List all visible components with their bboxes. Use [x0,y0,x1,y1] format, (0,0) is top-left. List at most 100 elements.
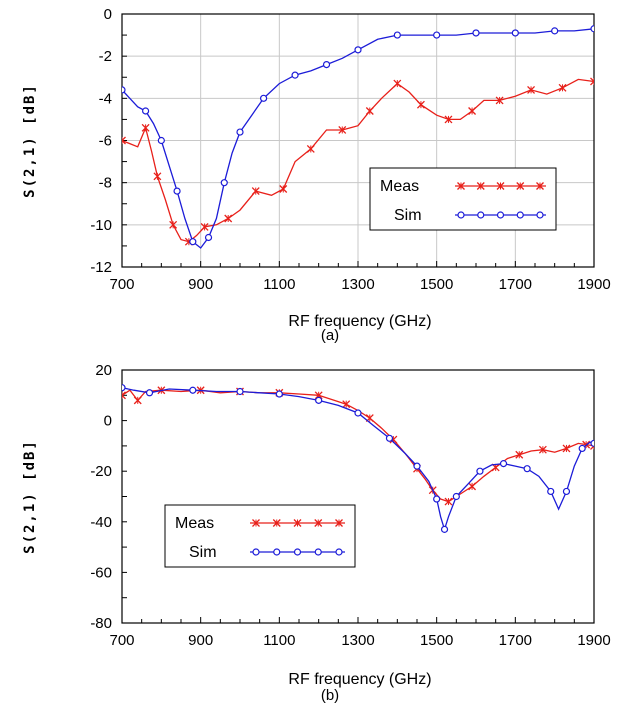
data-point-sim [122,86,126,94]
data-point-sim [122,384,126,392]
legend-marker-meas [516,182,525,190]
data-point-meas [515,450,524,459]
y-tick-label: -80 [90,615,112,632]
legend-marker-meas [536,182,544,190]
x-tick-label: 1500 [420,276,453,293]
series-sim [122,384,594,533]
chart-subtitle: (b) [321,687,339,704]
data-point-meas [251,187,260,196]
data-point-meas [133,396,142,405]
data-point-meas [153,172,162,181]
legend-marker-meas [476,182,485,190]
data-point-meas [306,144,315,153]
legend-box [369,167,557,231]
data-point-sim [189,238,197,246]
data-point-sim [275,390,283,398]
legend-marker-sim [252,548,260,556]
y-tick-label: -12 [90,259,112,276]
data-point-meas [200,222,209,231]
data-point-meas [444,115,453,124]
data-point-sim [590,25,594,33]
chart-subtitle: (a) [321,327,339,344]
data-point-meas [562,444,571,453]
data-point-sim [354,409,362,417]
data-point-meas [444,497,453,506]
series-line-sim [122,28,594,249]
x-tick-label: 1700 [499,632,532,649]
x-tick-label: 1900 [577,276,610,293]
y-axis-label: S(2,1) [dB] [22,439,38,554]
x-axis-label: RF frequency (GHz) [288,671,431,688]
x-tick-label: 1100 [263,276,295,293]
x-tick-label: 700 [109,276,134,293]
data-point-sim [236,128,244,136]
x-tick-label: 700 [109,632,134,649]
legend-marker-sim [335,548,343,556]
data-point-meas [141,123,150,132]
data-point-sim [476,467,484,475]
data-point-sim [322,60,331,69]
data-point-meas [393,79,402,88]
legend-marker-meas [252,519,260,527]
data-point-sim [551,27,559,35]
legend-marker-sim [314,548,322,556]
data-point-sim [142,107,150,115]
legend-marker-sim [516,211,524,219]
data-point-meas [558,83,567,92]
x-tick-label: 900 [188,632,213,649]
data-point-sim [472,29,480,37]
data-point-sim [578,444,586,453]
data-point-meas [527,85,536,94]
data-point-meas [122,136,126,145]
x-axis-label: RF frequency (GHz) [288,313,431,330]
chart-a: 700 900 1100 1300 1500 1700 1900 0 -2 -4 -6 -8 -10 -1… [22,6,611,344]
data-point-meas [590,77,594,86]
legend-marker-meas [335,519,343,527]
data-point-sim [385,434,394,442]
data-point-meas [338,125,347,134]
legend-label-meas: Meas [175,515,214,532]
series-line-meas [122,389,594,503]
data-point-sim [440,525,449,533]
data-point-sim [452,492,460,501]
y-tick-label: 0 [104,6,112,23]
y-tick-label: -2 [99,48,112,65]
data-point-sim [173,187,181,195]
data-point-sim [547,487,555,496]
data-point-sim [189,386,197,394]
x-tick-label: 1100 [263,632,295,649]
data-point-sim [220,179,228,187]
legend-marker-meas [314,519,323,527]
y-tick-label: 0 [104,413,112,430]
series-meas [122,386,594,506]
x-tick-label: 1900 [577,632,610,649]
x-tick-label: 1700 [499,276,532,293]
legend: Meas Sim [369,167,557,231]
data-point-meas [416,100,425,109]
data-point-meas [365,107,374,115]
legend-marker-meas [457,182,465,190]
legend-marker-meas [293,519,302,527]
x-tick-label: 1300 [341,632,374,649]
data-point-sim [291,71,299,79]
legend-marker-meas [272,519,281,527]
y-tick-label: -20 [90,463,112,480]
data-point-sim [157,136,165,145]
y-tick-label: -40 [90,514,112,531]
data-point-sim [590,439,594,447]
x-tick-label: 1500 [420,632,453,649]
y-tick-label: -6 [99,133,112,150]
data-point-sim [433,31,441,39]
data-point-meas [495,96,504,105]
y-tick-label: -60 [90,564,112,581]
data-point-sim [433,495,441,503]
data-point-meas [122,391,126,400]
legend-label-sim: Sim [189,544,217,561]
y-tick-label: 20 [95,362,112,379]
legend-marker-sim [477,211,485,219]
legend-marker-sim [273,548,281,556]
data-point-sim [523,465,531,473]
y-axis-label: S(2,1) [dB] [22,83,38,198]
data-point-sim [260,94,268,102]
plot-frame [121,369,595,624]
